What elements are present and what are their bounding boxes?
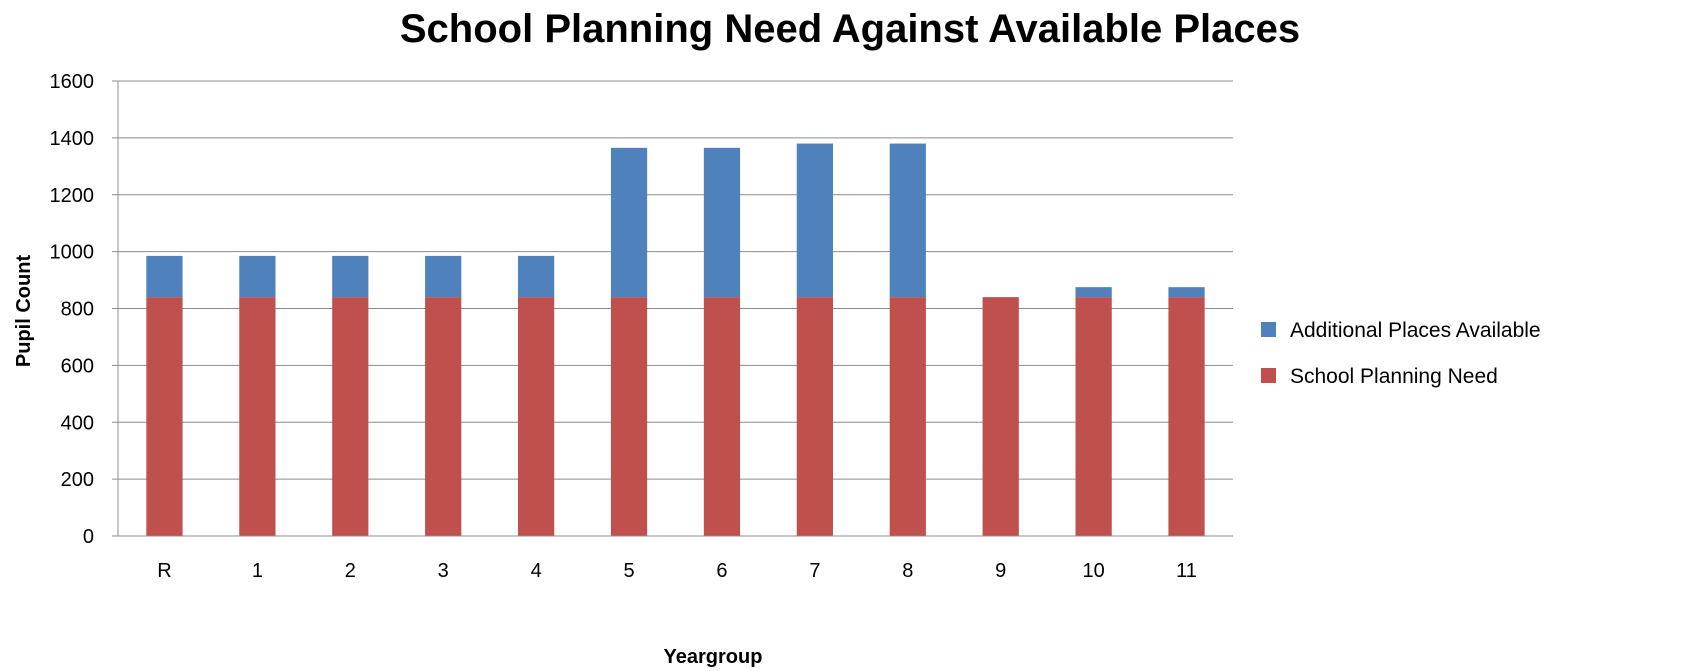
legend-swatch xyxy=(1261,368,1276,383)
bar-additional-places xyxy=(239,255,276,298)
x-axis-title: Yeargroup xyxy=(664,646,763,668)
y-tick-label: 0 xyxy=(83,526,94,548)
bar-school-planning-need xyxy=(796,297,833,536)
x-tick-label: 11 xyxy=(1176,560,1197,582)
x-tick-label: 1 xyxy=(252,560,263,582)
chart-title: School Planning Need Against Available P… xyxy=(400,7,1300,51)
bar-school-planning-need xyxy=(425,297,462,536)
bar-school-planning-need xyxy=(889,297,926,536)
x-tick-label: 8 xyxy=(902,560,913,582)
bar-additional-places xyxy=(332,255,369,298)
bar-school-planning-need xyxy=(518,297,555,536)
legend: Additional Places Available School Planni… xyxy=(1261,319,1541,388)
x-tick-label: 10 xyxy=(1083,560,1105,582)
y-tick-label: 1600 xyxy=(50,71,95,93)
bar-school-planning-need xyxy=(1168,297,1205,536)
bar-additional-places xyxy=(425,255,462,298)
y-tick-label: 1200 xyxy=(50,185,95,207)
x-tick-label: 2 xyxy=(345,560,356,582)
bar-additional-places xyxy=(1168,287,1205,298)
y-tick-label: 200 xyxy=(61,469,94,491)
bar-school-planning-need xyxy=(239,297,276,536)
x-tick-label: 3 xyxy=(438,560,449,582)
bar-additional-places xyxy=(703,147,741,298)
bar-school-planning-need xyxy=(982,297,1019,536)
y-tick-label: 1400 xyxy=(50,128,95,150)
bar-additional-places xyxy=(518,255,555,298)
legend-label: School Planning Need xyxy=(1290,365,1498,388)
bar-additional-places xyxy=(1075,287,1112,298)
bar-school-planning-need xyxy=(146,297,183,536)
legend-swatch xyxy=(1261,322,1276,337)
gridlines xyxy=(112,80,1233,537)
y-tick-label: 400 xyxy=(61,412,94,434)
bar-school-planning-need xyxy=(1075,297,1112,536)
x-tick-label: 4 xyxy=(531,560,542,582)
bar-additional-places xyxy=(796,143,833,298)
y-tick-labels: 0 200 400 600 800 1000 1200 1400 1600 xyxy=(50,71,95,548)
bar-school-planning-need xyxy=(610,297,648,536)
bar-school-planning-need xyxy=(703,297,741,536)
bar-group xyxy=(146,143,1205,536)
x-tick-labels: R 1 2 3 4 5 6 7 8 9 10 11 xyxy=(157,560,1197,582)
y-axis-title: Pupil Count xyxy=(13,255,35,368)
bar-additional-places xyxy=(146,255,183,298)
y-tick-label: 800 xyxy=(61,299,94,321)
bar-additional-places xyxy=(889,143,926,298)
x-tick-label: 5 xyxy=(623,560,634,582)
bar-additional-places xyxy=(610,147,648,298)
y-tick-label: 1000 xyxy=(50,242,95,264)
x-tick-label: 9 xyxy=(995,560,1006,582)
x-tick-label: 6 xyxy=(716,560,727,582)
bar-school-planning-need xyxy=(332,297,369,536)
y-tick-label: 600 xyxy=(61,355,94,377)
legend-label: Additional Places Available xyxy=(1290,319,1541,342)
x-tick-label: 7 xyxy=(809,560,820,582)
x-tick-label: R xyxy=(157,560,171,582)
